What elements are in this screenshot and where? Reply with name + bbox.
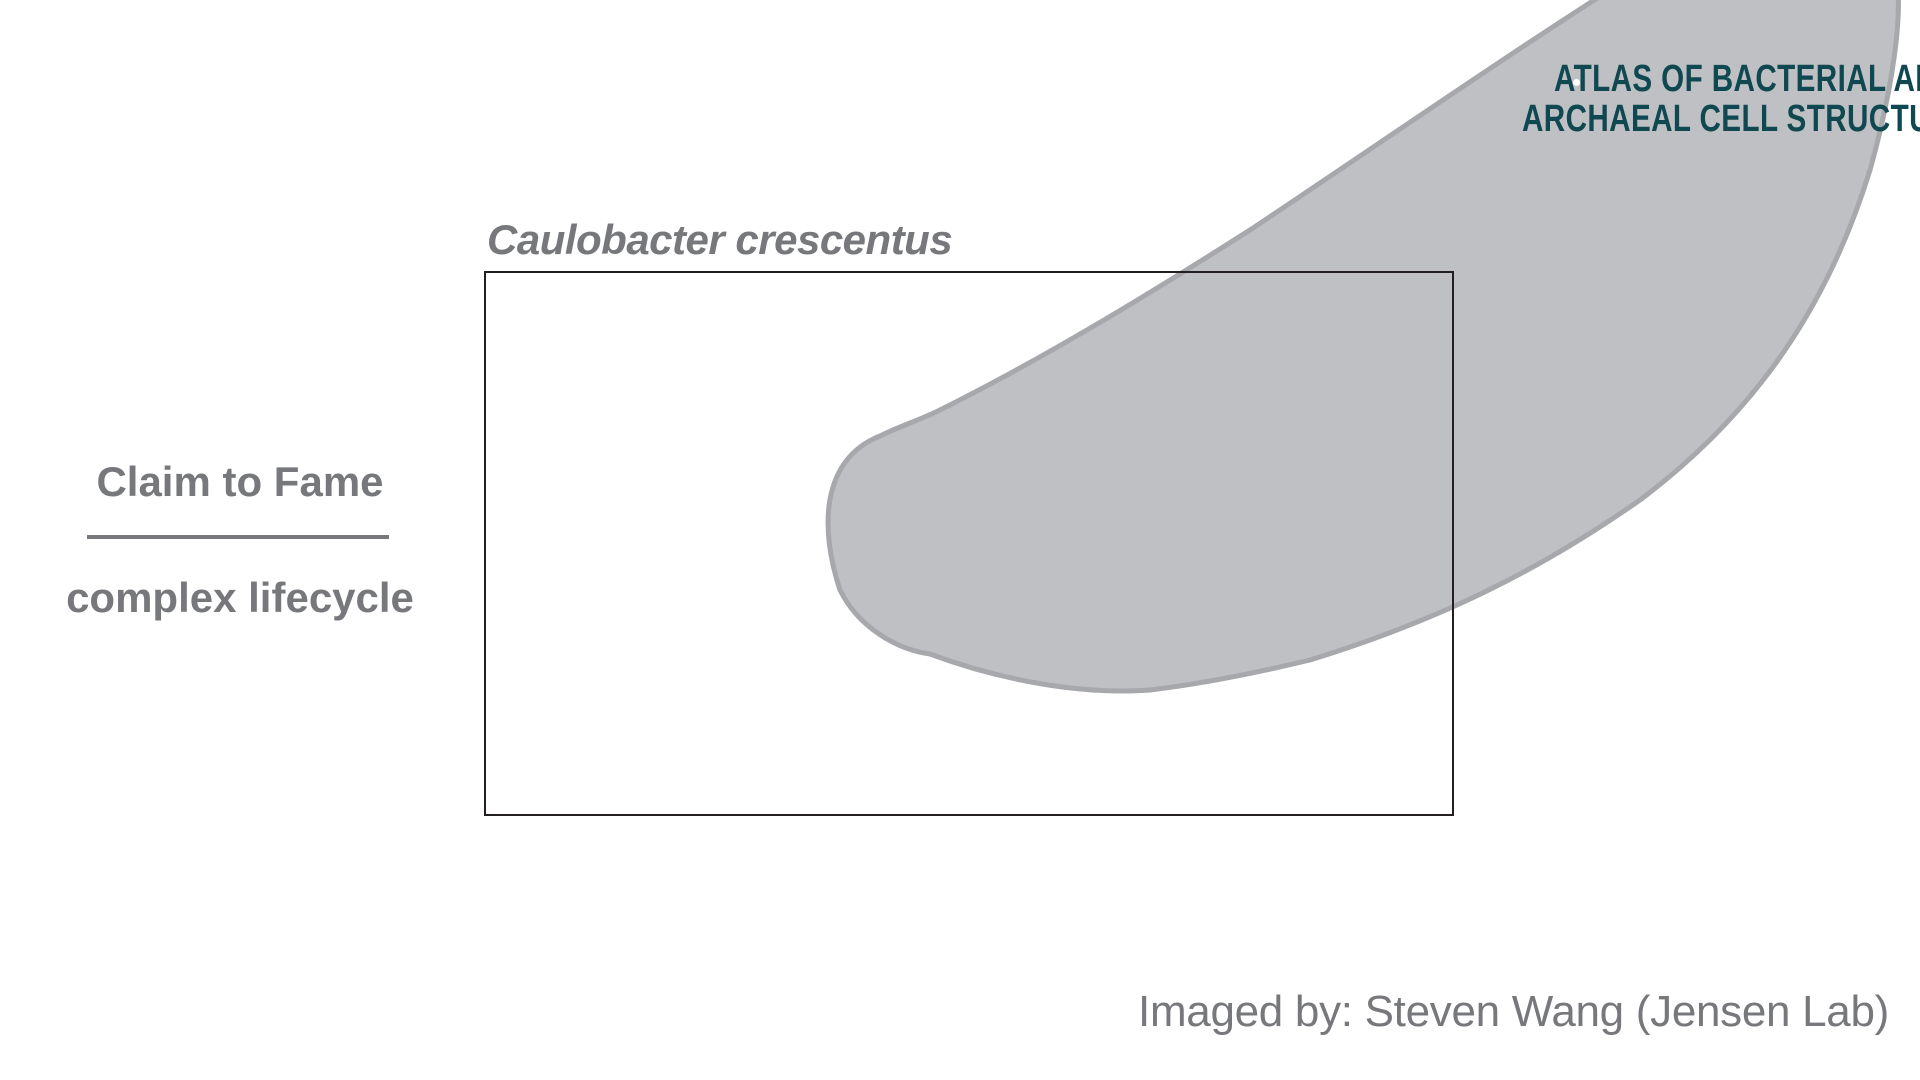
logo-line-1: ATLAS OF BACTERIAL AND: [1554, 58, 1920, 100]
logo-line-2: ARCHAEAL CELL STRUCTURE: [1522, 98, 1920, 140]
claim-to-fame-heading: Claim to Fame: [96, 458, 384, 505]
claim-divider: [87, 535, 389, 539]
image-frame: [484, 271, 1454, 816]
logo-dot-icon: [1573, 79, 1580, 86]
atlas-logo: ATLAS OF BACTERIAL AND ARCHAEAL CELL STR…: [1522, 58, 1920, 140]
crescent-cell-shape: [825, 0, 1901, 694]
claim-to-fame-value: complex lifecycle: [66, 574, 414, 621]
image-credit: Imaged by: Steven Wang (Jensen Lab): [1138, 987, 1889, 1036]
species-title: Caulobacter crescentus: [487, 216, 953, 263]
